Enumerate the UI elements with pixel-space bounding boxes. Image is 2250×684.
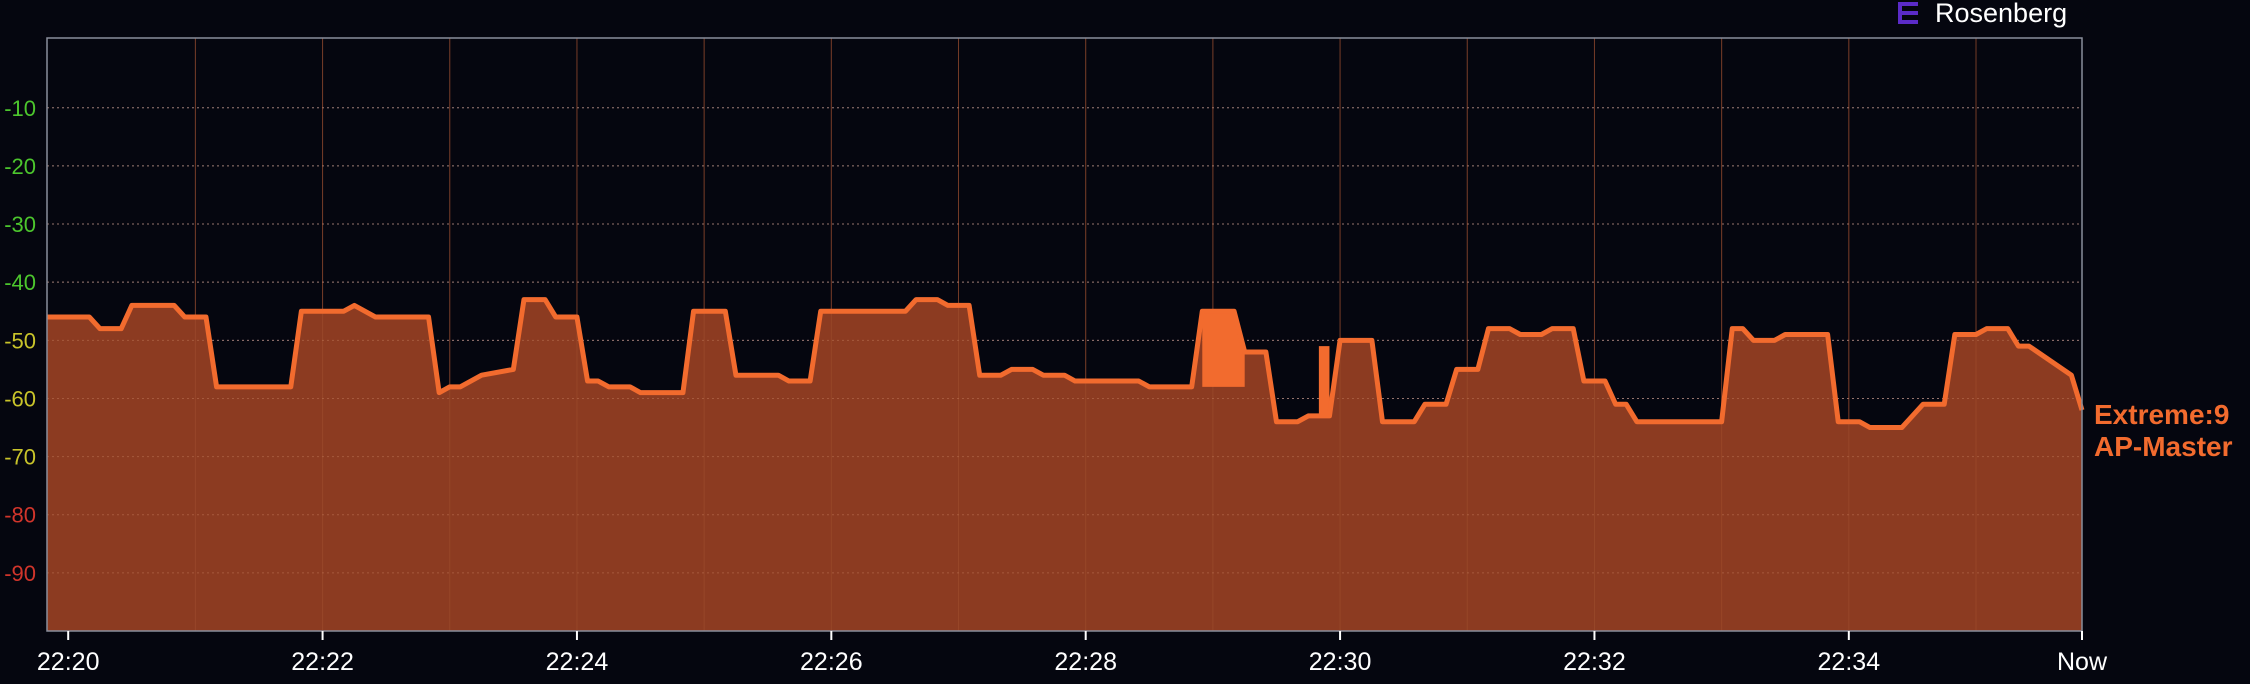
series-spike <box>1318 346 1330 416</box>
x-tick-label: 22:34 <box>1818 648 1881 676</box>
x-tick-label: 22:24 <box>546 648 609 676</box>
x-tick-label: 22:30 <box>1309 648 1372 676</box>
x-tick-label: 22:28 <box>1054 648 1117 676</box>
series-label-line: Extreme:9 <box>2094 399 2229 430</box>
series-label: Extreme:9AP-Master <box>2094 399 2233 462</box>
y-tick-label: -30 <box>4 212 36 237</box>
y-tick-label: -70 <box>4 445 36 470</box>
brand-name: Rosenberg <box>1935 0 2067 28</box>
x-tick-label: Now <box>2057 648 2108 676</box>
x-tick-label: 22:32 <box>1563 648 1626 676</box>
series-area <box>47 38 2085 631</box>
y-tick-label: -60 <box>4 386 36 411</box>
extreme-logo-icon <box>1898 2 1918 24</box>
series-area-fill <box>47 299 2082 631</box>
y-tick-label: -90 <box>4 561 36 586</box>
x-axis-ticks: 22:20 22:22 22:24 22:26 22:28 22:30 22:32 22:34… <box>37 631 2108 676</box>
series-spike <box>1202 311 1245 387</box>
y-tick-label: -10 <box>4 96 36 121</box>
y-tick-label: -50 <box>4 328 36 353</box>
x-tick-label: 22:20 <box>37 648 100 676</box>
y-tick-label: -20 <box>4 154 36 179</box>
x-tick-label: 22:22 <box>291 648 354 676</box>
y-tick-label: -80 <box>4 503 36 528</box>
series-label-line: AP-Master <box>2094 431 2233 462</box>
series-line <box>47 297 2085 431</box>
brand: Rosenberg <box>1898 0 2067 28</box>
x-tick-label: 22:26 <box>800 648 863 676</box>
plot-border <box>46 37 2083 632</box>
y-axis-ticks: -10 -20 -30 -40 -50 -60 -70 -80 -90 <box>4 96 36 586</box>
y-tick-label: -40 <box>4 270 36 295</box>
plot-frame <box>46 37 2083 632</box>
